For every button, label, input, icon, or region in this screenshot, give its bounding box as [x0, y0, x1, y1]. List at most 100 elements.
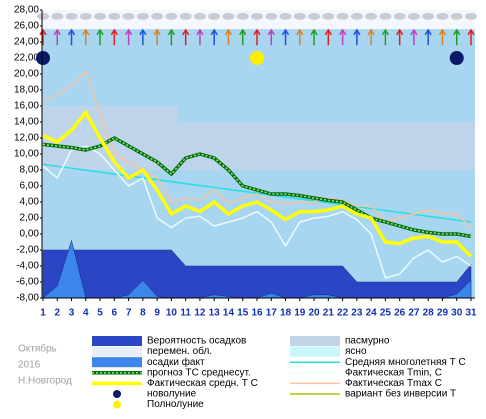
y-tick-label: -4,00 [16, 261, 39, 272]
x-tick-label: 3 [69, 308, 75, 319]
wind-arrow-head [353, 28, 361, 36]
x-tick-label: 15 [237, 308, 249, 319]
series-line [42, 163, 472, 223]
wind-arrow-head [296, 28, 304, 36]
weather-icon [279, 12, 292, 20]
weather-icon [79, 12, 92, 20]
wind-arrow-head [124, 28, 133, 36]
moon-marker [449, 51, 464, 65]
x-tick-label: 14 [223, 308, 235, 319]
weather-icon [407, 12, 420, 20]
y-tick-label: 12,00 [14, 133, 39, 144]
x-tick-label: 29 [437, 308, 449, 319]
y-tick-label: 26,00 [14, 21, 39, 32]
wind-arrow-head [410, 28, 418, 36]
weather-icon [179, 12, 192, 20]
wind-arrow-head [96, 28, 104, 36]
weather-icon [350, 12, 363, 20]
weather-icon [151, 12, 164, 20]
legend-label: осадки факт [147, 356, 205, 368]
legend-label: Фактическая средн. Т С [147, 378, 258, 389]
legend-label: Средняя многолетняя Т С [345, 357, 466, 368]
x-tick-label: 5 [97, 308, 103, 319]
legend-swatch [113, 390, 121, 398]
weather-icon [465, 12, 477, 20]
wind-arrow-head [67, 28, 76, 36]
wind-arrow-head [224, 28, 233, 36]
y-tick-label: -6,00 [16, 277, 39, 288]
x-tick-label: 26 [394, 308, 406, 319]
y-tick-label: 24,00 [14, 37, 39, 48]
wind-arrow-head [453, 28, 461, 36]
weather-icon [365, 12, 378, 20]
x-tick-label: 4 [83, 308, 89, 319]
weather-icon [436, 12, 449, 20]
wind-arrow-head [253, 28, 261, 36]
weather-icon [51, 12, 64, 20]
x-tick-label: 19 [294, 308, 306, 319]
x-tick-label: 21 [323, 308, 335, 319]
overcast-band [178, 122, 476, 170]
weather-icon [393, 12, 406, 20]
x-tick-label: 18 [280, 308, 292, 319]
x-tick-label: 2 [54, 308, 60, 319]
wind-arrow-head [396, 28, 404, 36]
wind-arrow-head [267, 28, 275, 36]
legend-label: Фактическая Tmin, С [345, 367, 442, 378]
x-tick-label: 8 [140, 308, 146, 319]
y-tick-label: 6,00 [20, 181, 40, 192]
x-tick-label: 24 [366, 308, 378, 319]
legend-label: перемен. обл. [147, 345, 212, 357]
weather-icon [293, 12, 306, 20]
wind-arrow-head [381, 28, 390, 36]
legend-label: новолуние [147, 389, 197, 400]
weather-icon [94, 12, 107, 20]
x-tick-label: 9 [154, 308, 160, 319]
wind-arrow-head [167, 28, 176, 36]
wind-arrow-head [324, 28, 332, 36]
legend-label: Фактическая Tmax С [345, 378, 442, 389]
y-tick-label: 16,00 [14, 101, 39, 112]
weather-icon [108, 12, 121, 20]
y-tick-label: 10,00 [14, 149, 39, 160]
legend-swatch [113, 400, 121, 409]
side-text: 2016 [18, 360, 41, 371]
y-tick-label: -8,00 [16, 293, 39, 304]
legend-label: ясно [345, 346, 367, 357]
wind-arrow-head [153, 28, 161, 36]
wind-arrow-head [310, 28, 318, 36]
x-tick-label: 7 [126, 308, 132, 319]
wind-arrow-head [196, 28, 204, 36]
weather-icon [193, 12, 206, 20]
x-tick-label: 10 [166, 308, 178, 319]
weather-icon [322, 12, 335, 20]
legend-swatch [92, 357, 142, 368]
weather-icon [379, 12, 392, 20]
series-line [42, 145, 472, 279]
wind-arrow-head [467, 28, 475, 36]
wind-arrow-head [438, 28, 447, 36]
weather-icon [422, 12, 435, 20]
weather-icon [37, 12, 49, 20]
weather-icon [222, 12, 235, 20]
x-tick-label: 20 [309, 308, 321, 319]
weather-icon [65, 12, 78, 20]
series-line [42, 70, 472, 229]
legend-swatch [290, 336, 340, 346]
y-tick-label: 2,00 [20, 213, 40, 224]
x-tick-label: 13 [209, 308, 221, 319]
y-tick-label: 18,00 [14, 85, 39, 96]
y-tick-label: 28,00 [14, 5, 39, 16]
moon-marker [36, 51, 50, 65]
weather-icon [122, 12, 135, 20]
x-tick-label: 17 [266, 308, 278, 319]
y-tick-label: -2,00 [16, 245, 39, 256]
wind-arrow-head [110, 28, 118, 36]
wind-arrow-head [338, 28, 347, 36]
x-tick-label: 27 [408, 308, 420, 319]
x-tick-label: 12 [194, 308, 206, 319]
y-tick-label: 4,00 [20, 197, 40, 208]
weather-icon [136, 12, 149, 20]
x-tick-label: 22 [337, 308, 349, 319]
wind-arrow-head [82, 28, 90, 36]
